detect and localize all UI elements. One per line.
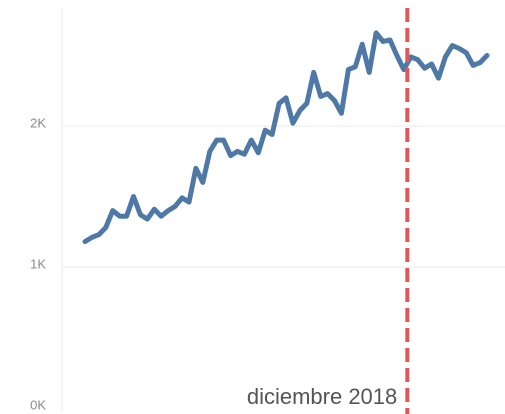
data-line: [82, 30, 490, 245]
y-tick-label: 1K: [30, 256, 46, 271]
y-tick-label: 0K: [30, 397, 46, 412]
reference-label: diciembre 2018: [247, 384, 397, 409]
y-tick-label: 2K: [30, 115, 46, 130]
